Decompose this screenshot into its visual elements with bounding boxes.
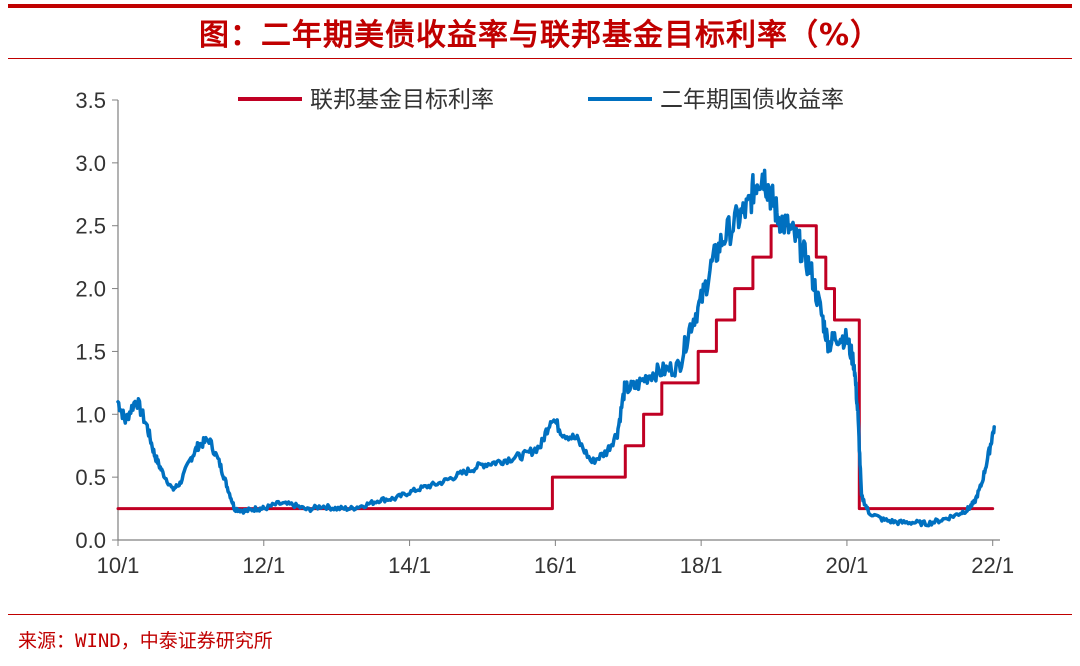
legend-label-1: 二年期国债收益率 [660, 87, 844, 113]
y-tick-label: 2.0 [75, 277, 106, 302]
y-tick-label: 3.5 [75, 88, 106, 113]
chart-legend: 联邦基金目标利率 二年期国债收益率 [238, 87, 844, 113]
x-tick-label: 10/1 [97, 553, 140, 578]
y-tick-label: 3.0 [75, 151, 106, 176]
x-tick-label: 18/1 [680, 553, 723, 578]
x-tick-label: 14/1 [388, 553, 431, 578]
series-line-1 [116, 168, 996, 528]
chart-plot-area [116, 168, 996, 528]
y-tick-label: 1.0 [75, 402, 106, 427]
source-note: 来源：WIND，中泰证券研究所 [18, 630, 273, 652]
x-tick-label: 20/1 [826, 553, 869, 578]
legend-label-0: 联邦基金目标利率 [310, 87, 494, 113]
top-accent-bar [8, 4, 1072, 8]
x-tick-label: 12/1 [242, 553, 285, 578]
footer-rule [8, 614, 1072, 615]
chart-ticks: 0.0 0.5 1.0 1.5 2.0 2.5 3.0 3.5 10/1 12/1 14/1 16/1… [75, 88, 1014, 578]
chart-axes [117, 100, 1000, 541]
y-tick-label: 0.5 [75, 465, 106, 490]
y-tick-label: 0.0 [75, 528, 106, 553]
y-tick-label: 1.5 [75, 339, 106, 364]
x-tick-label: 22/1 [971, 553, 1014, 578]
series-line-0 [116, 224, 995, 511]
x-tick-label: 16/1 [534, 553, 577, 578]
chart-title: 图：二年期美债收益率与联邦基金目标利率（%） [198, 18, 882, 53]
y-tick-label: 2.5 [75, 214, 106, 239]
title-underline [8, 58, 1072, 59]
